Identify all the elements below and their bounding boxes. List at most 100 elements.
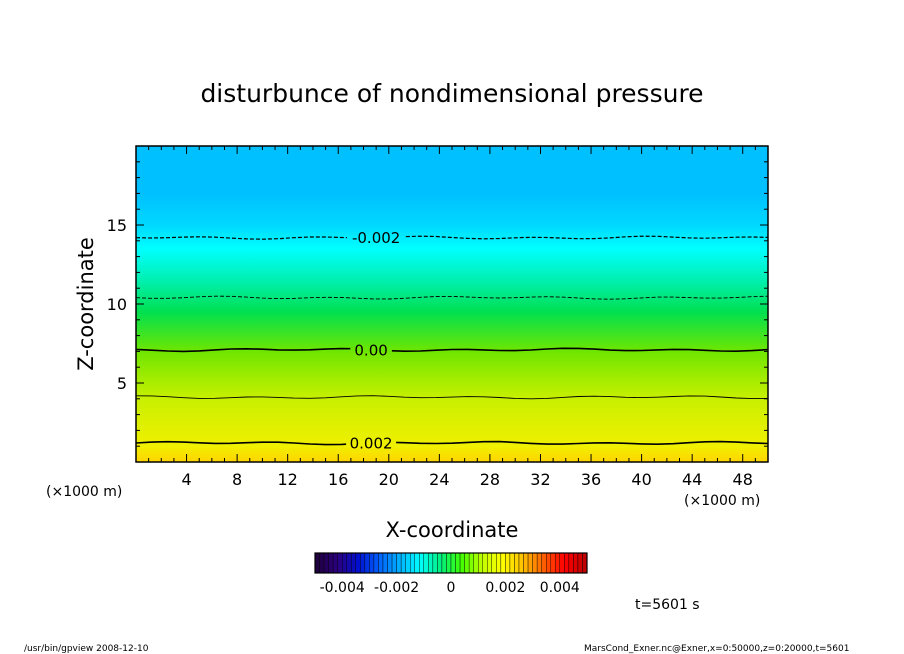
colorbar-cell (541, 552, 547, 574)
x-unit-left: (×1000 m) (46, 484, 122, 500)
x-tick-label: 16 (328, 470, 348, 489)
contour-label: 0.00 (354, 341, 387, 359)
colorbar-cell (396, 552, 402, 574)
colorbar-cell (577, 552, 583, 574)
colorbar-cell (568, 552, 574, 574)
colorbar-cell (505, 552, 511, 574)
colorbar-cell (491, 552, 497, 574)
colorbar-cell (423, 552, 429, 574)
x-tick-label: 28 (480, 470, 500, 489)
contour-line (136, 347, 768, 353)
chart-title: disturbunce of nondimensional pressure (200, 79, 703, 108)
colorbar-tick-labels: -0.004 -0.002 0 0.002 0.004 (320, 580, 580, 596)
colorbar-cell (428, 552, 434, 574)
contour-line (136, 295, 768, 300)
colorbar-cell (314, 552, 320, 574)
x-axis-label: X-coordinate (386, 518, 519, 542)
x-tick-label: 4 (181, 470, 191, 489)
colorbar-cell (400, 552, 406, 574)
colorbar-cell (369, 552, 375, 574)
colorbar-cell (487, 552, 492, 574)
colorbar-cell (564, 552, 570, 574)
colorbar-cell (496, 552, 502, 574)
colorbar-cell (482, 552, 488, 574)
colorbar-tick-label: 0.004 (540, 580, 580, 596)
colorbar-cell (509, 552, 515, 574)
axis-ticks (135, 145, 769, 463)
colorbar-cell (455, 552, 461, 574)
x-tick-label: 20 (379, 470, 399, 489)
x-unit-right: (×1000 m) (684, 493, 760, 509)
colorbar-cell (518, 552, 524, 574)
colorbar-cell (514, 552, 520, 574)
colorbar-cell (459, 552, 465, 574)
contour-lines: 0.002 0.00 -0.002 (136, 229, 768, 453)
colorbar-cell (328, 552, 334, 574)
colorbar-cell (559, 552, 565, 574)
footer-right: MarsCond_Exner.nc@Exner,x=0:50000,z=0:20… (584, 644, 849, 654)
colorbar-cell (582, 552, 588, 574)
x-tick-label: 32 (530, 470, 550, 489)
colorbar-cell (346, 552, 352, 574)
colorbar-cell (500, 552, 506, 574)
colorbar-tick-label: -0.002 (374, 580, 419, 596)
colorbar-cell (391, 552, 397, 574)
colorbar-cell (355, 552, 361, 574)
colorbar-cell (387, 552, 393, 574)
colorbar-cell (523, 552, 529, 574)
colorbar-tick-label: -0.004 (320, 580, 365, 596)
colorbar-cell (573, 552, 579, 574)
time-label: t=5601 s (635, 597, 700, 613)
x-tick-label: 24 (429, 470, 449, 489)
y-tick-label: 15 (107, 216, 127, 235)
colorbar-cell (373, 552, 379, 574)
contour-line (136, 235, 768, 240)
colorbar-cell (536, 552, 542, 574)
colorbar-cell (473, 552, 479, 574)
colorbar-tick-label: 0 (447, 580, 456, 596)
colorbar-cell (342, 552, 347, 574)
colorbar-cell (527, 552, 533, 574)
colorbar-cell (364, 552, 370, 574)
colorbar-cell (550, 552, 556, 574)
colorbar-cell (351, 552, 356, 574)
colorbar-cell (546, 552, 551, 574)
colorbar-cell (382, 552, 388, 574)
colorbar (314, 552, 588, 574)
colorbar-cell (437, 552, 443, 574)
colorbar-cell (419, 552, 424, 574)
contour-label: -0.002 (352, 229, 400, 247)
colorbar-cell (532, 552, 538, 574)
colorbar-cell (432, 552, 438, 574)
x-tick-label: 12 (278, 470, 298, 489)
colorbar-cell (464, 552, 470, 574)
filled-contour (136, 146, 768, 462)
colorbar-cell (414, 552, 420, 574)
colorbar-cell (468, 552, 474, 574)
x-tick-label: 36 (581, 470, 601, 489)
x-tick-label: 40 (631, 470, 651, 489)
colorbar-cell (410, 552, 415, 574)
y-tick-labels: 5 10 15 (107, 216, 127, 393)
colorbar-tick-label: 0.002 (485, 580, 525, 596)
contour-line (136, 440, 768, 446)
y-tick-label: 5 (117, 374, 127, 393)
colorbar-cell (360, 552, 366, 574)
colorbar-cell (555, 552, 560, 574)
colorbar-cell (319, 552, 325, 574)
x-tick-label: 8 (232, 470, 242, 489)
x-tick-labels: 4 8 12 16 20 24 28 32 36 40 44 48 (181, 470, 752, 489)
colorbar-cell (337, 552, 343, 574)
footer-left: /usr/bin/gpview 2008-12-10 (24, 644, 149, 654)
contour-label: 0.002 (350, 435, 393, 453)
colorbar-cell (450, 552, 456, 574)
y-tick-label: 10 (107, 295, 127, 314)
colorbar-cell (323, 552, 329, 574)
contour-line (136, 395, 768, 400)
y-axis-label: Z-coordinate (74, 237, 98, 371)
colorbar-cell (378, 552, 384, 574)
colorbar-cell (446, 552, 452, 574)
colorbar-frame (314, 552, 588, 574)
